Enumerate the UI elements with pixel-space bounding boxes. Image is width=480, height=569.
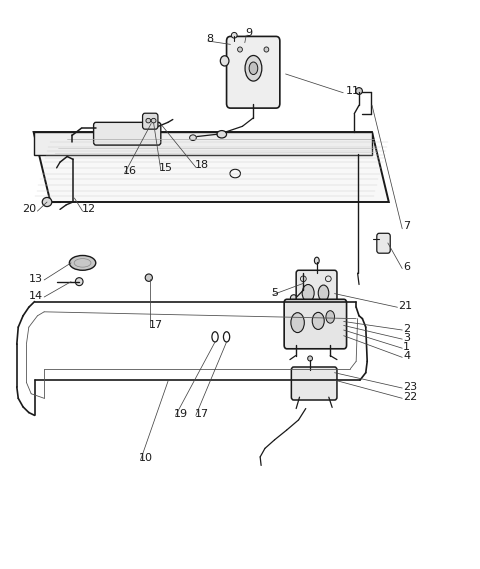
Text: 17: 17 (194, 409, 208, 419)
FancyBboxPatch shape (377, 233, 390, 253)
Text: 6: 6 (403, 262, 410, 273)
Text: 13: 13 (29, 274, 43, 284)
Text: 17: 17 (149, 320, 163, 331)
Ellipse shape (151, 118, 156, 123)
Text: 11: 11 (346, 86, 360, 96)
Text: 9: 9 (245, 28, 252, 38)
Text: 1: 1 (403, 342, 410, 352)
FancyBboxPatch shape (227, 36, 280, 108)
Ellipse shape (245, 56, 262, 81)
Text: 2: 2 (403, 324, 410, 334)
Ellipse shape (326, 311, 335, 323)
Ellipse shape (238, 47, 242, 52)
Ellipse shape (356, 88, 362, 94)
Ellipse shape (308, 356, 312, 361)
Text: 4: 4 (403, 351, 410, 361)
Text: 5: 5 (271, 288, 278, 298)
Ellipse shape (69, 255, 96, 270)
Text: 20: 20 (22, 204, 36, 215)
Text: 7: 7 (403, 221, 410, 232)
Text: 3: 3 (403, 333, 410, 343)
Ellipse shape (302, 284, 314, 302)
Text: 10: 10 (139, 453, 153, 463)
Ellipse shape (217, 131, 227, 138)
Ellipse shape (75, 278, 83, 286)
Text: 22: 22 (403, 392, 418, 402)
Ellipse shape (291, 313, 304, 333)
Ellipse shape (290, 295, 297, 302)
FancyBboxPatch shape (284, 299, 347, 349)
Ellipse shape (190, 135, 196, 141)
Ellipse shape (312, 312, 324, 329)
FancyBboxPatch shape (94, 122, 161, 145)
Text: 19: 19 (174, 409, 188, 419)
Text: 21: 21 (398, 301, 412, 311)
Ellipse shape (42, 197, 52, 207)
Ellipse shape (146, 118, 151, 123)
Text: 12: 12 (82, 204, 96, 215)
Ellipse shape (145, 274, 153, 282)
Ellipse shape (318, 285, 329, 301)
Polygon shape (34, 132, 389, 202)
Polygon shape (34, 132, 372, 155)
Text: 23: 23 (403, 382, 417, 392)
FancyBboxPatch shape (291, 367, 337, 400)
FancyBboxPatch shape (296, 270, 337, 317)
Ellipse shape (314, 257, 319, 264)
Ellipse shape (220, 56, 229, 66)
Text: 18: 18 (194, 160, 208, 170)
Text: 8: 8 (206, 34, 214, 44)
Text: 14: 14 (29, 291, 43, 301)
Text: 15: 15 (158, 163, 172, 173)
Ellipse shape (231, 32, 237, 38)
Ellipse shape (264, 47, 269, 52)
Text: 16: 16 (122, 166, 136, 176)
Ellipse shape (249, 62, 258, 75)
FancyBboxPatch shape (143, 113, 158, 129)
